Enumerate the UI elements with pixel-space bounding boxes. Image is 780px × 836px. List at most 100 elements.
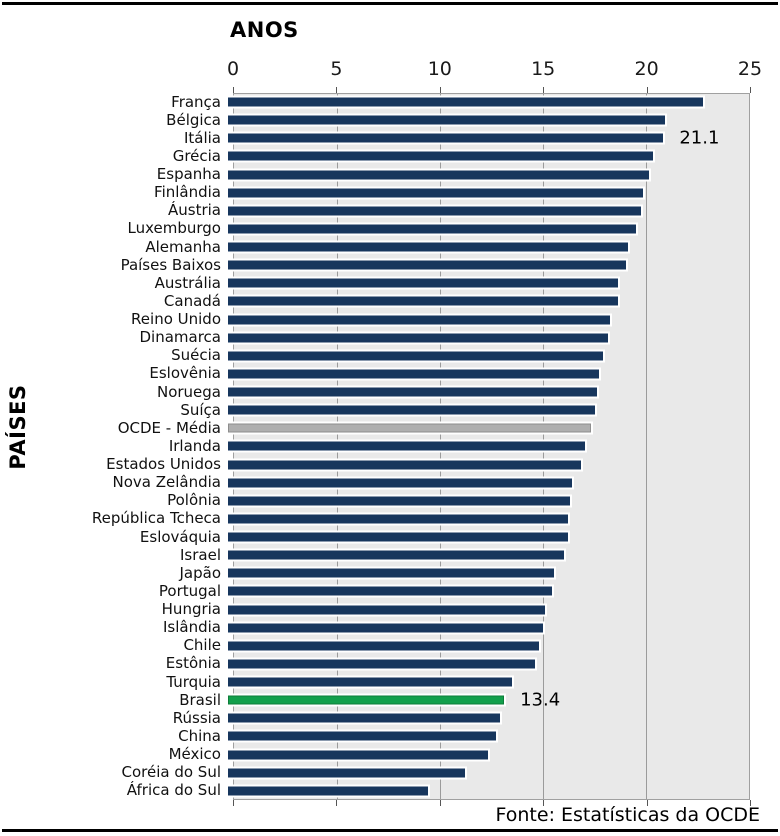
bar-track [227, 456, 744, 474]
country-label: Itália [183, 128, 221, 147]
country-label: Alemanha [145, 237, 221, 256]
bar-track [227, 419, 744, 437]
bar-rows: França Bélgica Itália 21.1 Grécia Espanha Finl… [0, 93, 780, 800]
value-bar [228, 677, 513, 687]
value-bar [228, 369, 600, 379]
tick-mark [543, 87, 545, 93]
country-label: Espanha [156, 165, 221, 184]
bar-track [227, 601, 744, 619]
country-label: Países Baixos [120, 255, 221, 274]
tick-mark [543, 800, 545, 806]
value-bar [228, 260, 627, 270]
value-bar [228, 133, 664, 143]
bar-track [227, 582, 744, 600]
value-bar [228, 242, 629, 252]
value-bar [228, 423, 591, 433]
value-annotation: 13.4 [520, 689, 561, 711]
bar-track [227, 709, 744, 727]
tick-mark [233, 87, 234, 93]
bar-track [227, 546, 744, 564]
bar-track [227, 202, 744, 220]
value-bar [228, 188, 643, 198]
bar-track [227, 437, 744, 455]
bar-row: Coréia do Sul [0, 764, 780, 782]
source-note: Fonte: Estatísticas da OCDE [495, 804, 760, 826]
country-label: Suécia [171, 346, 221, 365]
bar-row: Brasil 13.4 [0, 689, 780, 711]
country-label: Canadá [163, 291, 221, 310]
value-bar [228, 532, 569, 542]
value-bar [228, 387, 598, 397]
value-bar [228, 786, 428, 796]
bar-track [227, 292, 744, 310]
value-bar [228, 586, 552, 596]
bar-row: Suíça [0, 401, 780, 419]
bar-row: México [0, 746, 780, 764]
bar-row: Suécia [0, 347, 780, 365]
value-bar [228, 296, 618, 306]
value-bar [228, 170, 649, 180]
value-bar [228, 514, 569, 524]
value-bar [228, 623, 544, 633]
bar-track [227, 311, 744, 329]
bar-row: Rússia [0, 709, 780, 727]
tick-mark [439, 800, 441, 806]
x-tick-label: 25 [737, 58, 763, 80]
bar-track [227, 147, 744, 165]
country-label: Rússia [172, 708, 221, 727]
bar-row: França [0, 93, 780, 111]
bar-track [227, 528, 744, 546]
country-label: Israel [180, 545, 221, 564]
value-bar [228, 405, 596, 415]
country-label: Turquia [166, 672, 221, 691]
bar-row: Dinamarca [0, 329, 780, 347]
bar-row: Países Baixos [0, 256, 780, 274]
bar-track: 13.4 [227, 689, 744, 711]
bar-row: Hungria [0, 601, 780, 619]
bar-row: Reino Unido [0, 311, 780, 329]
value-bar [228, 151, 653, 161]
value-bar [228, 713, 500, 723]
tick-mark [750, 87, 751, 93]
country-label: Estônia [165, 654, 221, 673]
bar-row: República Tcheca [0, 510, 780, 528]
country-label: Hungria [161, 600, 221, 619]
value-bar [228, 333, 608, 343]
bar-track [227, 637, 744, 655]
x-tick-label: 10 [427, 58, 452, 80]
value-bar [228, 550, 565, 560]
country-label: Austrália [154, 273, 221, 292]
value-bar [228, 224, 637, 234]
bar-row: Japão [0, 564, 780, 582]
country-label: China [178, 726, 221, 745]
value-bar [228, 278, 618, 288]
country-label: França [171, 92, 221, 111]
country-label: Reino Unido [131, 310, 221, 329]
bar-row: Eslováquia [0, 528, 780, 546]
x-tick-label: 20 [634, 58, 659, 80]
value-bar [228, 641, 540, 651]
value-bar [228, 731, 496, 741]
bar-row: OCDE - Média [0, 419, 780, 437]
tick-mark [750, 800, 751, 806]
bar-row: Grécia [0, 147, 780, 165]
bar-row: Irlanda [0, 437, 780, 455]
bar-track [227, 383, 744, 401]
country-label: Suíça [180, 400, 221, 419]
country-label: República Tcheca [91, 509, 221, 528]
country-label: Irlanda [168, 436, 221, 455]
country-label: Noruega [156, 382, 221, 401]
value-bar [228, 97, 703, 107]
value-bar [228, 768, 465, 778]
bar-row: Portugal [0, 582, 780, 600]
bar-track [227, 727, 744, 745]
country-label: Japão [179, 563, 221, 582]
tick-mark [646, 87, 648, 93]
value-bar [228, 115, 666, 125]
bar-track [227, 256, 744, 274]
value-bar [228, 659, 536, 669]
country-label: Eslováquia [139, 527, 221, 546]
bar-track [227, 619, 744, 637]
bar-track [227, 365, 744, 383]
